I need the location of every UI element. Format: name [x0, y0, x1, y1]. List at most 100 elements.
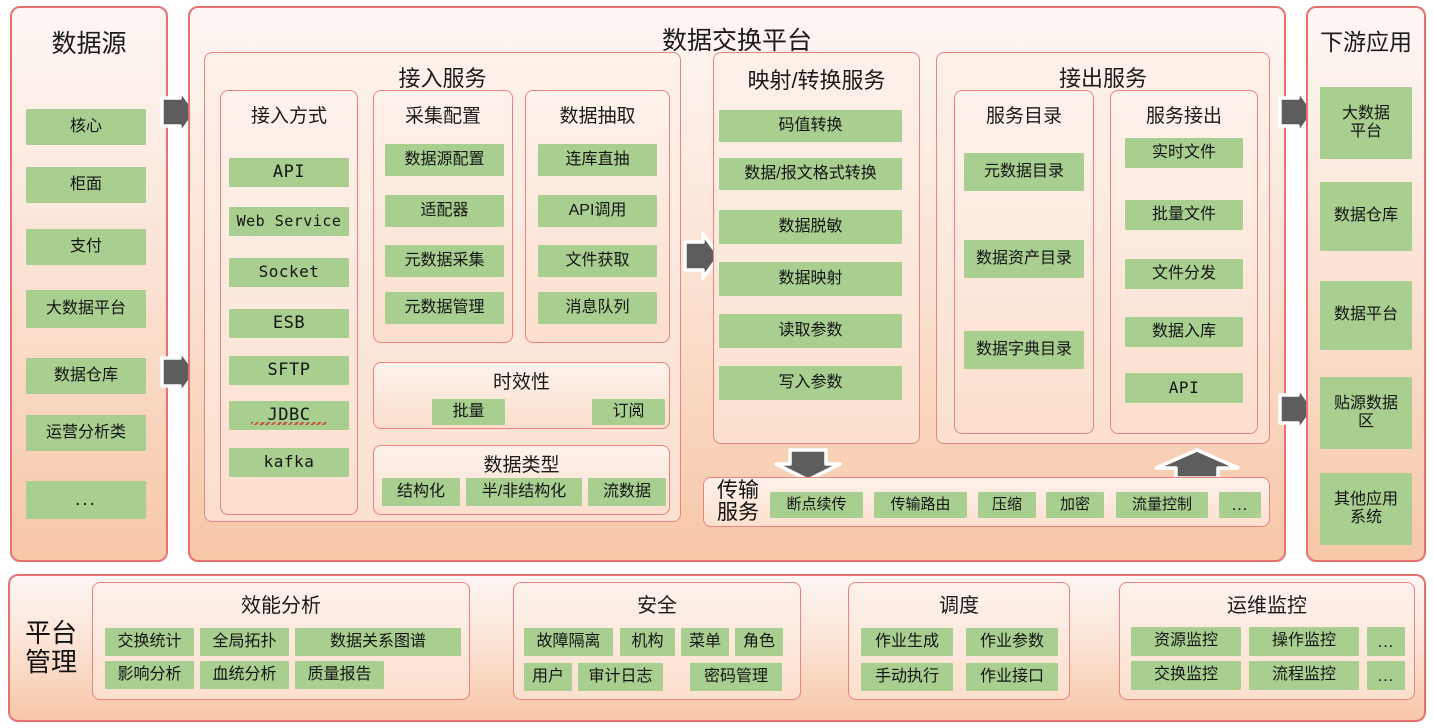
security-item-0-2[interactable]: 菜单	[681, 628, 729, 656]
platform-title: 数据交换平台	[661, 27, 812, 55]
timeliness-item-0[interactable]: 批量	[432, 399, 505, 425]
mapping-service-item-5[interactable]: 写入参数	[719, 366, 902, 400]
downstream-title: 下游应用	[1320, 29, 1412, 55]
mapping-service-item-4[interactable]: 读取参数	[719, 314, 902, 348]
data-types-item-1[interactable]: 半/非结构化	[466, 478, 582, 506]
perf-analysis-item-1-0[interactable]: 影响分析	[105, 661, 194, 689]
access-mode-title: 接入方式	[250, 106, 327, 127]
access-mode-item-1[interactable]: Web Service	[229, 207, 349, 236]
egress-service-title: 接出服务	[1058, 66, 1147, 91]
service-output-item-2[interactable]: 文件分发	[1125, 259, 1243, 289]
mapping-service-item-0[interactable]: 码值转换	[719, 110, 902, 142]
transmission-service-title-text: 传输 服务	[717, 478, 759, 524]
security-item-1-2[interactable]: 密码管理	[690, 663, 782, 691]
data-source-item-5[interactable]: 运营分析类	[26, 415, 146, 451]
data-types-item-0[interactable]: 结构化	[382, 478, 460, 506]
access-service-title: 接入服务	[398, 66, 487, 91]
platform-management-title-text: 平台 管理	[24, 618, 77, 677]
access-mode-item-6[interactable]: kafka	[229, 448, 349, 477]
perf-analysis-item-0-0[interactable]: 交换统计	[105, 628, 194, 656]
service-output-item-0[interactable]: 实时文件	[1125, 138, 1243, 168]
service-output-item-3[interactable]: 数据入库	[1125, 317, 1243, 347]
security-item-0-1[interactable]: 机构	[620, 628, 675, 656]
security-item-0-0[interactable]: 故障隔离	[524, 628, 613, 656]
mapping-service-item-2[interactable]: 数据脱敏	[719, 210, 902, 244]
access-mode-item-0[interactable]: API	[229, 158, 349, 187]
transmission-service-item-4[interactable]: 流量控制	[1116, 492, 1208, 518]
ops-monitor-item-0-0[interactable]: 资源监控	[1131, 627, 1241, 656]
downstream-item-3[interactable]: 贴源数据 区	[1320, 377, 1412, 449]
service-catalog-item-1[interactable]: 数据资产目录	[964, 240, 1084, 278]
downstream-item-4[interactable]: 其他应用 系统	[1320, 473, 1412, 545]
collect-config-item-3[interactable]: 元数据管理	[385, 292, 504, 324]
service-catalog-item-2[interactable]: 数据字典目录	[964, 331, 1084, 369]
ops-monitor-item-1-2[interactable]: …	[1367, 661, 1405, 690]
mapping-service-item-1[interactable]: 数据/报文格式转换	[719, 158, 902, 190]
transmission-service-item-1[interactable]: 传输路由	[874, 492, 967, 518]
schedule-item-1-0[interactable]: 手动执行	[861, 663, 953, 691]
data-source-item-6[interactable]: ...	[26, 481, 146, 519]
ops-monitor-title: 运维监控	[1227, 595, 1307, 617]
schedule-item-0-0[interactable]: 作业生成	[861, 628, 953, 656]
transmission-service-item-3[interactable]: 加密	[1046, 492, 1104, 518]
data-source-item-4[interactable]: 数据仓库	[26, 358, 146, 394]
service-catalog-title: 服务目录	[985, 106, 1062, 127]
collect-config-item-0[interactable]: 数据源配置	[385, 144, 504, 176]
data-source-title: 数据源	[51, 30, 127, 58]
service-output-item-4[interactable]: API	[1125, 373, 1243, 403]
collect-config-title: 采集配置	[404, 106, 481, 127]
data-source-item-3[interactable]: 大数据平台	[26, 290, 146, 328]
ops-monitor-item-0-2[interactable]: …	[1367, 627, 1405, 656]
arrow-right-icon-access-mapping	[683, 232, 721, 280]
transmission-service-item-2[interactable]: 压缩	[978, 492, 1036, 518]
data-source-item-1[interactable]: 柜面	[26, 167, 146, 203]
timeliness-title: 时效性	[492, 372, 550, 393]
data-types-item-2[interactable]: 流数据	[588, 478, 666, 506]
data-extract-item-2[interactable]: 文件获取	[538, 245, 657, 277]
access-mode-item-5[interactable]: JDBC	[229, 401, 349, 430]
schedule-item-1-1[interactable]: 作业接口	[966, 663, 1058, 691]
downstream-item-1[interactable]: 数据仓库	[1320, 182, 1412, 251]
data-extract-title: 数据抽取	[559, 106, 636, 127]
perf-analysis-item-1-1[interactable]: 血统分析	[200, 661, 289, 689]
mapping-service-item-3[interactable]: 数据映射	[719, 262, 902, 296]
data-source-item-2[interactable]: 支付	[26, 229, 146, 265]
arrow-up-icon-transmission-out	[1152, 448, 1242, 480]
platform-management-title: 平台 管理	[20, 582, 82, 714]
data-extract-item-0[interactable]: 连库直抽	[538, 144, 657, 176]
access-mode-item-4[interactable]: SFTP	[229, 356, 349, 385]
schedule-item-0-1[interactable]: 作业参数	[966, 628, 1058, 656]
transmission-service-item-0[interactable]: 断点续传	[770, 492, 863, 518]
perf-analysis-item-0-2[interactable]: 数据关系图谱	[295, 628, 461, 656]
data-types-title: 数据类型	[483, 455, 560, 476]
schedule-title: 调度	[939, 595, 979, 617]
downstream-item-0[interactable]: 大数据 平台	[1320, 87, 1412, 159]
timeliness-item-1[interactable]: 订阅	[592, 399, 665, 425]
mapping-service-title: 映射/转换服务	[747, 68, 886, 93]
service-output-title: 服务接出	[1145, 106, 1222, 127]
data-extract-item-3[interactable]: 消息队列	[538, 292, 657, 324]
perf-analysis-item-1-2[interactable]: 质量报告	[295, 661, 384, 689]
collect-config-item-1[interactable]: 适配器	[385, 195, 504, 227]
ops-monitor-item-1-0[interactable]: 交换监控	[1131, 661, 1241, 690]
perf-analysis-item-0-1[interactable]: 全局拓扑	[200, 628, 289, 656]
arrow-down-icon-transmission-in	[772, 448, 844, 482]
downstream-item-2[interactable]: 数据平台	[1320, 281, 1412, 350]
security-item-1-1[interactable]: 审计日志	[578, 663, 663, 691]
security-title: 安全	[637, 595, 677, 617]
transmission-service-title: 传输 服务	[709, 479, 767, 525]
access-mode-item-2[interactable]: Socket	[229, 258, 349, 287]
data-source-panel: 数据源	[10, 6, 168, 562]
data-source-item-0[interactable]: 核心	[26, 109, 146, 145]
data-extract-item-1[interactable]: API调用	[538, 195, 657, 227]
service-catalog-item-0[interactable]: 元数据目录	[964, 153, 1084, 191]
service-output-item-1[interactable]: 批量文件	[1125, 200, 1243, 230]
security-item-1-0[interactable]: 用户	[524, 663, 572, 691]
access-mode-item-3[interactable]: ESB	[229, 309, 349, 338]
collect-config-item-2[interactable]: 元数据采集	[385, 245, 504, 277]
ops-monitor-item-1-1[interactable]: 流程监控	[1249, 661, 1359, 690]
security-item-0-3[interactable]: 角色	[735, 628, 783, 656]
transmission-service-item-5[interactable]: …	[1219, 492, 1261, 518]
ops-monitor-item-0-1[interactable]: 操作监控	[1249, 627, 1359, 656]
